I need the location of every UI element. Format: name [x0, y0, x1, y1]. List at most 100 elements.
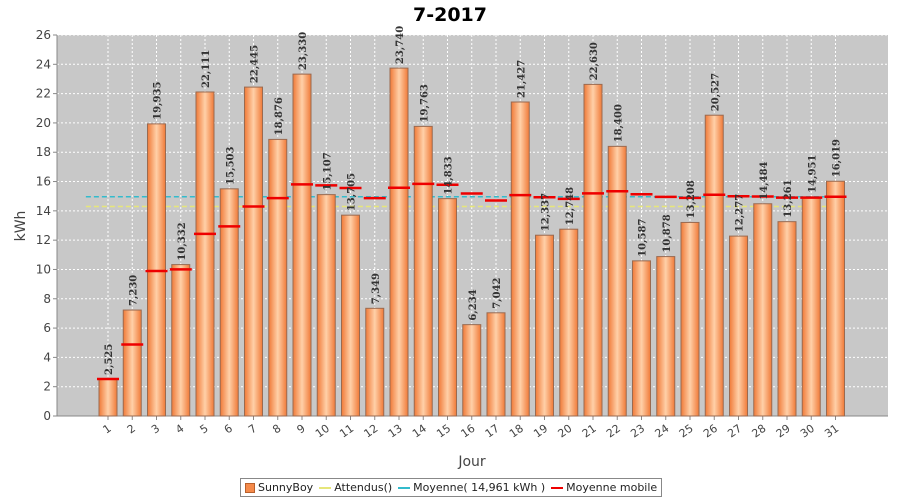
- bar: [826, 180, 845, 417]
- x-tick-label: 21: [580, 422, 599, 441]
- legend-swatch-moyenne-mobile: [551, 486, 564, 489]
- legend-item-attendus: Attendus(): [319, 481, 392, 494]
- data-label: 10,332: [177, 222, 188, 260]
- bar: [219, 188, 239, 417]
- y-tick-label: 8: [43, 292, 51, 306]
- data-label: 7,042: [492, 277, 503, 308]
- data-label: 12,337: [541, 193, 552, 231]
- bar: [462, 324, 482, 417]
- y-tick-label: 24: [36, 57, 51, 71]
- data-labels: 2,525 7,230 19,935 10,332 22,111 15,503 22,445…: [104, 26, 843, 375]
- legend-swatch-sunnyboy: [245, 482, 255, 493]
- bar: [244, 86, 263, 417]
- data-label: 10,587: [638, 219, 649, 257]
- y-tick-label: 10: [36, 262, 51, 276]
- chart-title: 7-2017: [413, 4, 487, 26]
- data-label: 16,019: [832, 139, 843, 177]
- x-tick-label: 20: [556, 422, 575, 441]
- bar: [704, 114, 724, 417]
- data-label: 19,935: [153, 82, 164, 120]
- legend-label-attendus: Attendus(): [334, 481, 393, 494]
- data-label: 13,705: [347, 173, 358, 211]
- y-tick-label: 20: [36, 116, 51, 130]
- legend: SunnyBoy Attendus() Moyenne( 14,961 kWh …: [240, 478, 663, 497]
- data-label: 18,876: [274, 97, 285, 135]
- bar: [413, 125, 433, 417]
- data-label: 13,261: [783, 179, 794, 217]
- bar: [316, 194, 336, 417]
- x-tick-label: 11: [337, 422, 356, 441]
- data-label: 15,107: [322, 152, 333, 190]
- data-label: 12,277: [735, 194, 746, 232]
- bar: [753, 203, 773, 417]
- data-label: 12,748: [565, 187, 576, 225]
- data-label: 14,951: [807, 155, 818, 193]
- data-label: 10,878: [662, 214, 673, 252]
- bar: [680, 221, 700, 417]
- bar: [535, 234, 554, 417]
- x-tick-label: 22: [604, 422, 623, 441]
- bar: [656, 256, 676, 417]
- x-tick-label: 4: [173, 422, 186, 437]
- y-tick-label: 26: [36, 28, 51, 42]
- y-tick-label: 22: [36, 87, 51, 101]
- data-label: 13,208: [686, 180, 697, 218]
- data-label: 14,484: [759, 161, 770, 199]
- bar: [122, 309, 142, 417]
- bar: [486, 312, 506, 417]
- legend-swatch-moyenne: [398, 486, 411, 489]
- y-tick-label: 4: [43, 350, 51, 364]
- x-tick-label: 25: [677, 422, 696, 441]
- x-tick-label: 6: [222, 422, 235, 437]
- bar: [559, 228, 579, 417]
- y-tick-label: 2: [43, 380, 51, 394]
- x-tick-label: 9: [295, 422, 308, 437]
- data-label: 20,527: [710, 73, 721, 111]
- legend-item-moyenne-mobile: Moyenne mobile: [551, 481, 657, 494]
- y-tick-label: 18: [36, 145, 51, 159]
- data-label: 18,400: [613, 104, 624, 142]
- x-tick-label: 17: [483, 422, 502, 441]
- data-label: 22,111: [201, 50, 212, 88]
- bar: [195, 91, 215, 417]
- y-tick-label: 12: [36, 233, 51, 247]
- x-tick-label: 14: [410, 422, 429, 441]
- bar: [510, 101, 530, 417]
- data-label: 7,349: [371, 273, 382, 304]
- data-label: 19,763: [419, 84, 430, 122]
- legend-item-moyenne: Moyenne( 14,961 kWh ): [398, 481, 545, 494]
- y-tick-label: 6: [43, 321, 51, 335]
- data-label: 21,427: [516, 60, 527, 98]
- x-tick-label: 15: [434, 422, 453, 441]
- bar: [341, 214, 360, 417]
- bar: [777, 221, 797, 417]
- x-tick-label: 26: [701, 422, 720, 441]
- x-tick-label: 24: [653, 422, 672, 441]
- x-tick-label: 19: [531, 422, 550, 441]
- bar: [98, 378, 118, 417]
- x-tick-label: 2: [125, 422, 138, 437]
- x-tick-label: 7: [246, 422, 259, 437]
- x-tick-label: 3: [149, 422, 162, 437]
- bar: [292, 73, 312, 417]
- legend-item-sunnyboy: SunnyBoy: [245, 481, 313, 494]
- bar: [171, 264, 191, 417]
- x-tick-label: 12: [362, 422, 381, 441]
- data-label: 7,230: [128, 275, 139, 306]
- moving-average-marks: [97, 182, 847, 381]
- data-label: 23,330: [298, 32, 309, 70]
- data-label: 14,833: [444, 156, 455, 194]
- x-tick-label: 28: [750, 422, 769, 441]
- data-label: 22,630: [589, 42, 600, 80]
- data-label: 15,503: [225, 147, 236, 185]
- data-label: 6,234: [468, 289, 479, 320]
- x-tick-label: 10: [313, 422, 332, 441]
- x-tick-label: 23: [628, 422, 647, 441]
- x-tick-label: 18: [507, 422, 526, 441]
- bar: [607, 145, 627, 417]
- x-tick-label: 30: [798, 422, 817, 441]
- bar: [801, 196, 821, 417]
- data-label: 23,740: [395, 26, 406, 64]
- bar: [632, 260, 651, 417]
